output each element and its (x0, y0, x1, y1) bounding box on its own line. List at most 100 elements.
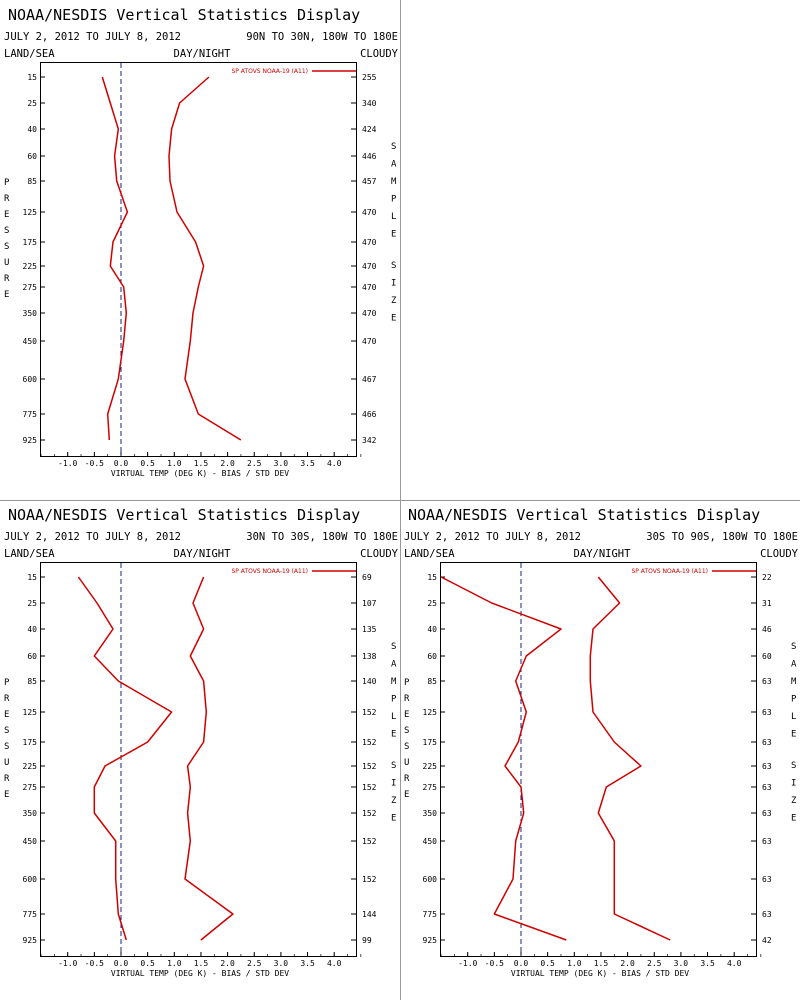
sample-size-axis-letter: S (791, 642, 796, 652)
x-tick-label: 3.5 (700, 959, 715, 968)
pressure-axis-letter: R (4, 194, 10, 204)
x-tick-label: 0.0 (114, 459, 129, 468)
pressure-level-label: 60 (427, 652, 437, 661)
sample-size-axis-letter: I (391, 779, 396, 789)
sample-size-value: 340 (362, 99, 377, 108)
sample-size-axis-letter: I (791, 779, 796, 789)
x-tick-label: 3.0 (674, 959, 689, 968)
sample-size-value: 144 (362, 910, 377, 919)
x-tick-label: 1.5 (594, 959, 609, 968)
sample-size-value: 63 (762, 910, 772, 919)
series-line-std-dev (184, 576, 234, 941)
pressure-level-label: 225 (423, 762, 438, 771)
pressure-axis-letter: R (404, 774, 410, 784)
x-tick-label: 2.0 (220, 959, 235, 968)
pressure-axis-letter: P (4, 178, 10, 188)
pressure-level-label: 125 (23, 208, 38, 217)
sample-size-value: 470 (362, 262, 377, 271)
pressure-level-label: 40 (27, 625, 37, 634)
sample-size-value: 69 (362, 573, 372, 582)
sample-size-value: 255 (362, 73, 377, 82)
pressure-level-label: 775 (423, 910, 438, 919)
x-tick-label: 2.5 (647, 959, 662, 968)
pressure-axis-letter: E (4, 790, 9, 800)
sample-size-value: 470 (362, 238, 377, 247)
pressure-level-label: 60 (27, 152, 37, 161)
panel-title: NOAA/NESDIS Vertical Statistics Display (8, 506, 360, 524)
pressure-level-label: 175 (423, 738, 438, 747)
sample-size-axis-letter: M (391, 177, 397, 187)
x-tick-label: 1.5 (194, 459, 209, 468)
pressure-axis-letter: U (4, 758, 9, 768)
sample-size-value: 467 (362, 375, 377, 384)
sample-size-axis-letter: E (391, 314, 396, 324)
pressure-axis-letter: R (4, 274, 10, 284)
pressure-axis-letter: S (404, 742, 409, 752)
pressure-axis-letter: R (404, 694, 410, 704)
day-night-label: DAY/NIGHT (574, 548, 632, 560)
plot-frame (40, 562, 357, 957)
pressure-axis-letter: P (404, 678, 410, 688)
plot-frame (440, 562, 757, 957)
x-tick-label: 4.0 (327, 959, 342, 968)
pressure-axis-letter: R (4, 774, 10, 784)
cloudy-label: CLOUDY (760, 548, 799, 560)
sample-size-value: 135 (362, 625, 377, 634)
sample-size-value: 152 (362, 809, 377, 818)
sample-size-value: 457 (362, 177, 377, 186)
stats-panel-1: NOAA/NESDIS Vertical Statistics Display J… (4, 6, 399, 478)
pressure-axis-letter: S (4, 242, 9, 252)
x-tick-label: 1.0 (167, 959, 182, 968)
sample-size-value: 470 (362, 283, 377, 292)
pressure-level-label: 275 (23, 283, 38, 292)
pressure-level-label: 175 (23, 238, 38, 247)
pressure-level-label: 15 (27, 73, 37, 82)
series-line-std-dev (589, 576, 671, 941)
pressure-axis-letter: S (404, 726, 409, 736)
date-range: JULY 2, 2012 TO JULY 8, 2012 (4, 31, 181, 43)
sample-size-axis-letter: I (391, 279, 396, 289)
sample-size-value: 152 (362, 708, 377, 717)
legend-text: SP ATOVS NOAA-19 (A11) (231, 568, 308, 575)
sample-size-value: 470 (362, 208, 377, 217)
pressure-level-label: 15 (427, 573, 437, 582)
pressure-level-label: 225 (23, 762, 38, 771)
sample-size-value: 42 (762, 936, 772, 945)
sample-size-value: 470 (362, 337, 377, 346)
pressure-level-label: 125 (423, 708, 438, 717)
sample-size-axis-letter: S (791, 761, 796, 771)
pressure-level-label: 85 (27, 177, 37, 186)
pressure-level-label: 275 (23, 783, 38, 792)
sample-size-value: 107 (362, 599, 377, 608)
pressure-level-label: 925 (423, 936, 438, 945)
sample-size-axis-letter: Z (391, 296, 397, 306)
pressure-level-label: 40 (27, 125, 37, 134)
day-night-label: DAY/NIGHT (174, 548, 232, 560)
pressure-axis-letter: S (4, 226, 9, 236)
x-tick-label: 1.5 (194, 959, 209, 968)
pressure-axis-letter: P (4, 678, 10, 688)
x-tick-label: 0.0 (114, 959, 129, 968)
x-axis-label: VIRTUAL TEMP (DEG K) - BIAS / STD DEV (111, 969, 289, 978)
sample-size-axis-letter: S (391, 142, 396, 152)
pressure-level-label: 175 (23, 738, 38, 747)
x-tick-label: 2.0 (220, 459, 235, 468)
pressure-level-label: 85 (27, 677, 37, 686)
x-tick-label: -1.0 (58, 459, 77, 468)
sample-size-value: 60 (762, 652, 772, 661)
x-tick-label: 2.5 (247, 459, 262, 468)
series-line-bias (77, 576, 173, 941)
sample-size-value: 342 (362, 436, 377, 445)
region-label: 30S TO 90S, 180W TO 180E (646, 531, 798, 543)
x-tick-label: 1.0 (167, 459, 182, 468)
pressure-level-label: 600 (23, 375, 38, 384)
sample-size-axis-letter: S (391, 261, 396, 271)
date-range: JULY 2, 2012 TO JULY 8, 2012 (4, 531, 181, 543)
sample-size-axis-letter: L (791, 712, 796, 722)
x-tick-label: -0.5 (85, 959, 104, 968)
sample-size-value: 46 (762, 625, 772, 634)
x-tick-label: 4.0 (727, 959, 742, 968)
sample-size-value: 152 (362, 762, 377, 771)
pressure-level-label: 225 (23, 262, 38, 271)
